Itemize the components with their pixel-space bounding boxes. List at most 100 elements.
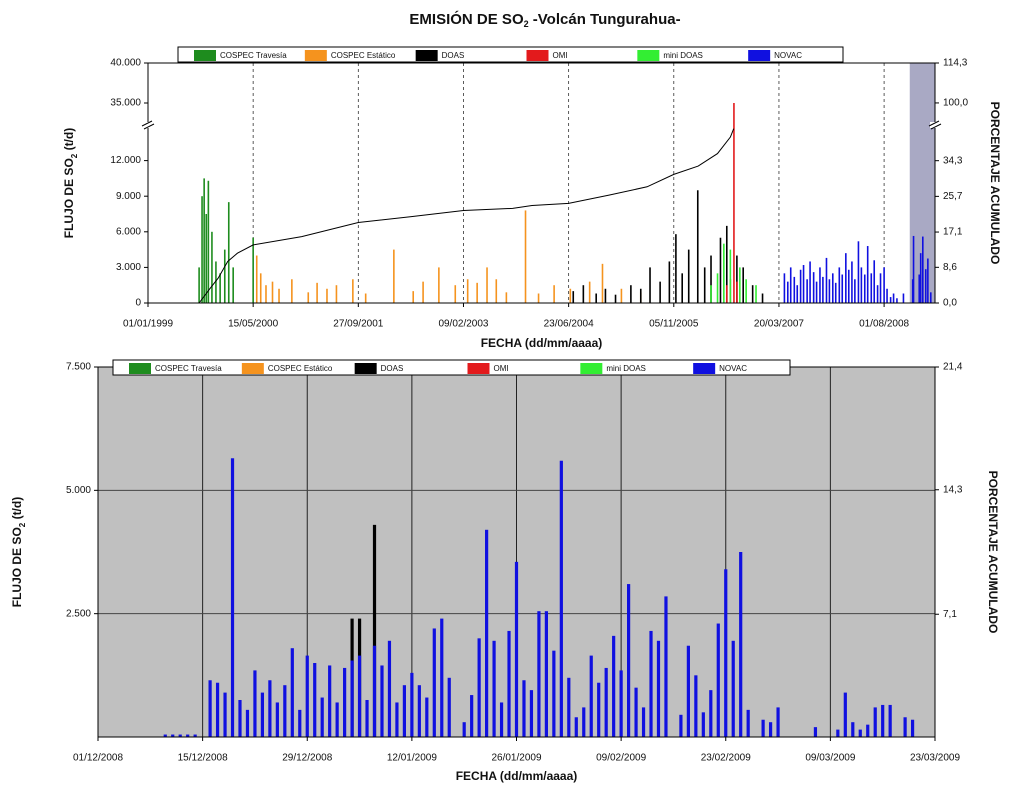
y-tick-label: 35.000 bbox=[110, 98, 141, 109]
bar bbox=[793, 276, 796, 303]
x-tick-label: 01/12/2008 bbox=[73, 753, 123, 764]
bar bbox=[514, 561, 519, 737]
y2-tick-label: 34,3 bbox=[943, 155, 963, 166]
legend-label: NOVAC bbox=[719, 364, 747, 373]
bar bbox=[723, 243, 725, 303]
bar bbox=[601, 263, 604, 303]
bar bbox=[620, 288, 623, 303]
bar bbox=[649, 630, 653, 737]
bar bbox=[881, 704, 885, 737]
axis-break bbox=[928, 120, 940, 127]
x-axis-title: FECHA (dd/mm/aaaa) bbox=[481, 336, 603, 350]
y-axis-title-part: FLUJO DE SO bbox=[62, 158, 76, 238]
bar bbox=[278, 288, 280, 303]
bar bbox=[659, 281, 661, 303]
bar bbox=[896, 298, 898, 303]
bar bbox=[716, 273, 719, 303]
bar bbox=[860, 267, 863, 303]
bar bbox=[544, 611, 548, 737]
bar bbox=[178, 734, 182, 737]
y2-axis-title: PORCENTAJE ACUMULADO bbox=[986, 471, 1000, 634]
bar bbox=[313, 663, 317, 737]
bar bbox=[211, 231, 213, 303]
axis-break bbox=[141, 120, 153, 127]
legend-label: DOAS bbox=[442, 51, 465, 60]
y-axis-title-part: (t/d) bbox=[62, 128, 76, 154]
y2-tick-label: 8,6 bbox=[943, 262, 957, 273]
bar bbox=[681, 273, 684, 303]
bar bbox=[755, 285, 757, 303]
bar bbox=[630, 285, 632, 303]
legend-swatch bbox=[748, 50, 771, 61]
y2-axis-title: PORCENTAJE ACUMULADO bbox=[988, 102, 1002, 265]
legend-label: OMI bbox=[553, 51, 568, 60]
bar bbox=[819, 267, 821, 303]
y2-tick-label: 25,7 bbox=[943, 191, 963, 202]
bar bbox=[847, 269, 850, 303]
bar bbox=[260, 692, 265, 737]
bar bbox=[265, 285, 267, 303]
bar bbox=[522, 680, 526, 737]
legend-swatch bbox=[241, 363, 264, 374]
legend-box bbox=[177, 46, 844, 63]
bar bbox=[208, 680, 212, 737]
bar bbox=[186, 734, 190, 737]
bar bbox=[335, 702, 339, 737]
bar bbox=[290, 648, 294, 737]
bar bbox=[694, 675, 698, 737]
x-tick-label: 27/09/2001 bbox=[333, 319, 383, 330]
bar bbox=[731, 640, 735, 737]
bar bbox=[253, 670, 257, 737]
bar bbox=[567, 677, 571, 737]
y-axis-title: FLUJO DE SO2 (t/d) bbox=[10, 497, 26, 607]
bar bbox=[553, 285, 555, 303]
bar bbox=[372, 524, 377, 737]
legend-label: COSPEC Estático bbox=[331, 51, 396, 60]
bar bbox=[343, 667, 347, 737]
bar bbox=[873, 707, 877, 737]
bar bbox=[619, 670, 623, 737]
bar bbox=[799, 269, 802, 303]
y-tick-label: 2.500 bbox=[66, 608, 91, 619]
bar bbox=[739, 267, 741, 303]
bar bbox=[559, 460, 563, 737]
x-tick-label: 20/03/2007 bbox=[754, 319, 804, 330]
bar bbox=[365, 700, 369, 737]
bar bbox=[789, 267, 792, 303]
bar bbox=[783, 273, 786, 303]
y2-tick-label: 7,1 bbox=[943, 609, 957, 620]
legend-label: COSPEC Estático bbox=[268, 364, 333, 373]
bar bbox=[736, 281, 738, 303]
x-axis-title: FECHA (dd/mm/aaaa) bbox=[456, 769, 578, 783]
bar bbox=[207, 180, 210, 303]
bar bbox=[462, 722, 466, 737]
bar bbox=[589, 655, 593, 737]
bar bbox=[255, 255, 258, 303]
bar bbox=[604, 288, 607, 303]
bar bbox=[686, 645, 690, 737]
bar bbox=[725, 225, 728, 303]
bar bbox=[889, 297, 892, 303]
bar bbox=[335, 285, 338, 303]
axis-break bbox=[930, 123, 942, 130]
bar bbox=[364, 293, 367, 303]
legend-swatch bbox=[354, 363, 377, 374]
legend-swatch bbox=[304, 50, 327, 61]
cumulative-line bbox=[198, 128, 735, 304]
bar bbox=[425, 697, 429, 737]
bar bbox=[238, 700, 242, 737]
bar bbox=[719, 237, 722, 303]
bar bbox=[710, 255, 712, 303]
bar bbox=[582, 285, 585, 303]
legend-swatch bbox=[637, 50, 660, 61]
bar bbox=[834, 282, 837, 303]
y-tick-label: 40.000 bbox=[110, 58, 141, 69]
y2-tick-label: 114,3 bbox=[943, 58, 968, 69]
bar bbox=[922, 236, 924, 303]
bar bbox=[326, 288, 328, 303]
bar bbox=[866, 246, 869, 303]
chart-title-part: 2 bbox=[524, 19, 529, 29]
bar bbox=[710, 285, 712, 303]
bar bbox=[857, 241, 860, 303]
